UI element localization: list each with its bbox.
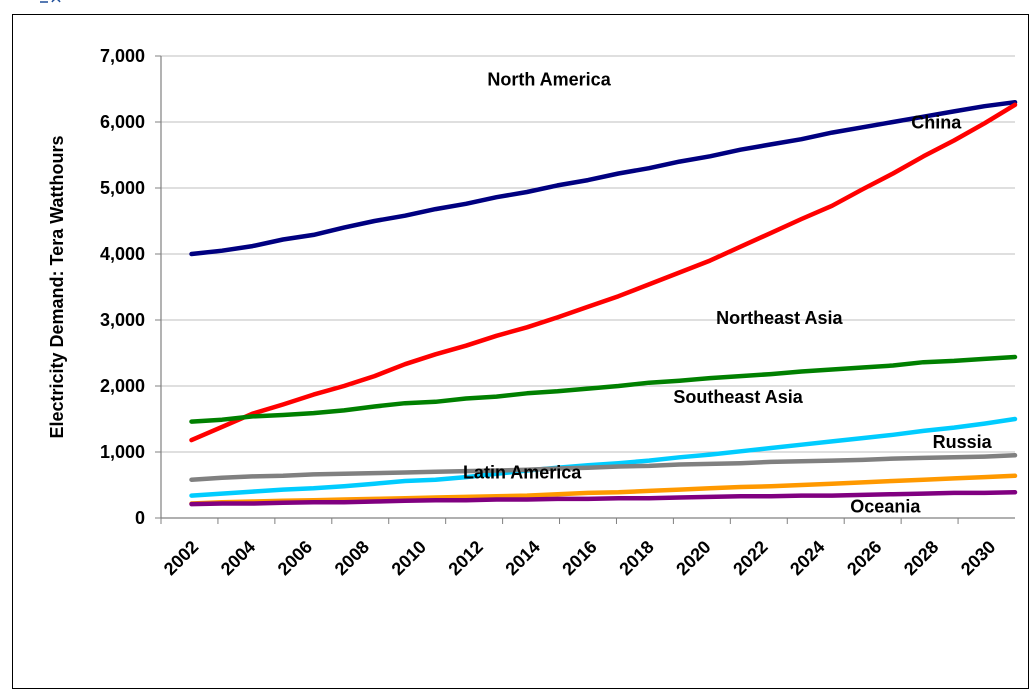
line-chart: 0 1,000 2,000 3,000 4,000 5,000 6,000 7,000 200…	[47, 46, 1018, 579]
y-axis-title: Electricity Demand: Tera Watthours	[47, 135, 67, 438]
y-tick-label: 6,000	[100, 112, 145, 132]
x-tick-label: 2026	[843, 537, 885, 579]
x-tick-label: 2004	[217, 537, 259, 579]
series-line-china	[189, 102, 1018, 443]
y-tick-label: 4,000	[100, 244, 145, 264]
y-tick-label: 0	[135, 508, 145, 528]
x-tick-label: 2002	[160, 537, 202, 579]
series-lines	[189, 99, 1018, 507]
y-tick-label: 5,000	[100, 178, 145, 198]
x-tick-label: 2010	[388, 537, 430, 579]
series-line-russia	[189, 453, 1018, 482]
y-tick-label: 3,000	[100, 310, 145, 330]
series-labels: North America China Northeast Asia Southeas…	[463, 70, 993, 517]
x-tick-label: 2016	[558, 537, 600, 579]
chart-frame: 0 1,000 2,000 3,000 4,000 5,000 6,000 7,000 200…	[12, 14, 1029, 689]
clipped-caption-fragment	[0, 0, 70, 8]
y-axis-ticks: 0 1,000 2,000 3,000 4,000 5,000 6,000 7,000	[100, 46, 145, 528]
x-tick-label: 2030	[957, 537, 999, 579]
series-line-latin-america	[189, 473, 1018, 506]
x-tick-label: 2028	[900, 537, 942, 579]
series-label-oceania: Oceania	[850, 497, 921, 517]
axes	[155, 55, 1015, 524]
series-line-north-america	[189, 99, 1018, 257]
y-tick-label: 1,000	[100, 442, 145, 462]
series-label-northeast-asia: Northeast Asia	[716, 308, 843, 328]
series-label-latin-america: Latin America	[463, 462, 582, 482]
y-tick-label: 7,000	[100, 46, 145, 66]
x-axis-ticks: 2002 2004 2006 2008 2010 2012 2014 2016 2018 2020…	[160, 537, 1000, 579]
series-label-china: China	[911, 113, 962, 133]
x-tick-label: 2020	[672, 537, 714, 579]
series-line-southeast-asia	[189, 416, 1018, 498]
x-tick-label: 2014	[501, 537, 543, 579]
x-tick-label: 2006	[274, 537, 316, 579]
x-tick-label: 2018	[615, 537, 657, 579]
series-line-northeast-asia	[189, 354, 1018, 424]
x-tick-label: 2012	[445, 537, 487, 579]
x-tick-label: 2024	[786, 537, 828, 579]
series-label-russia: Russia	[933, 432, 993, 452]
y-tick-label: 2,000	[100, 376, 145, 396]
x-tick-label: 2022	[729, 537, 771, 579]
series-line-oceania	[189, 490, 1018, 507]
x-tick-label: 2008	[331, 537, 373, 579]
series-label-north-america: North America	[487, 70, 611, 90]
gridlines	[161, 55, 1015, 453]
series-label-southeast-asia: Southeast Asia	[673, 387, 803, 407]
